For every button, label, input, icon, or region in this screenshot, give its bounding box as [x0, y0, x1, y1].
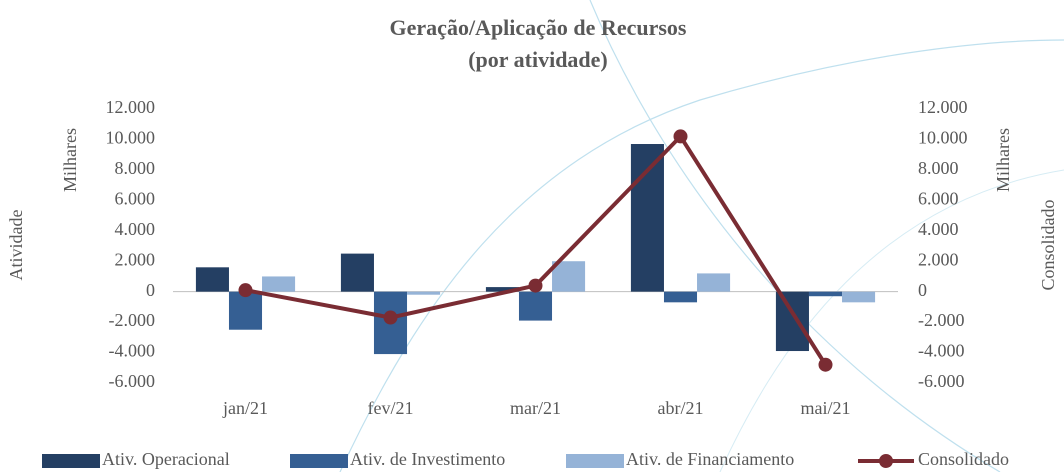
- bar: [485, 287, 519, 292]
- y2-axis-outer-title: Consolidado: [1038, 199, 1058, 290]
- bar: [808, 291, 843, 297]
- y-tick-label: -4.000: [109, 341, 156, 361]
- bar: [262, 276, 296, 292]
- y-axis-title: Milhares: [60, 128, 80, 192]
- bar: [663, 291, 698, 303]
- bar: [195, 267, 229, 292]
- x-tick-label: abr/21: [658, 398, 704, 418]
- legend-swatch: [879, 454, 893, 468]
- chart-title: Geração/Aplicação de Recursos: [390, 15, 687, 40]
- y-tick-label: 12.000: [106, 97, 156, 117]
- y2-tick-label: 4.000: [918, 219, 959, 239]
- legend-label: Ativ. de Investimento: [350, 449, 505, 469]
- bar: [697, 273, 731, 292]
- y-tick-label: 4.000: [115, 219, 156, 239]
- y2-tick-label: 2.000: [918, 249, 959, 269]
- line-marker: [383, 310, 398, 325]
- legend-swatch: [566, 454, 624, 468]
- decor-arc: [589, 0, 1001, 472]
- y-tick-label: 10.000: [106, 128, 156, 148]
- x-tick-label: fev/21: [368, 398, 414, 418]
- y2-tick-label: -2.000: [918, 310, 965, 330]
- y-tick-label: -6.000: [109, 371, 156, 391]
- line-marker: [818, 357, 833, 372]
- y-tick-label: 8.000: [115, 158, 156, 178]
- bar: [518, 291, 553, 321]
- line-marker: [673, 129, 688, 144]
- bar: [842, 291, 876, 303]
- y-tick-label: 6.000: [115, 188, 156, 208]
- y2-tick-label: 10.000: [918, 128, 968, 148]
- legend-label: Ativ. de Financiamento: [626, 449, 794, 469]
- legend-label: Consolidado: [918, 449, 1009, 469]
- y-tick-label: 0: [146, 280, 155, 300]
- x-tick-label: mai/21: [801, 398, 851, 418]
- y2-tick-label: 0: [918, 280, 927, 300]
- y2-axis-title: Milhares: [993, 128, 1013, 192]
- y-tick-label: -2.000: [109, 310, 156, 330]
- x-tick-label: mar/21: [510, 398, 561, 418]
- line-marker: [238, 283, 253, 298]
- chart-subtitle: (por atividade): [468, 47, 608, 72]
- y2-tick-label: 12.000: [918, 97, 968, 117]
- y-tick-label: 2.000: [115, 249, 156, 269]
- legend-label: Ativ. Operacional: [102, 449, 230, 469]
- bar: [340, 253, 374, 292]
- line: [245, 133, 828, 366]
- bar: [775, 291, 809, 352]
- legend-swatch: [290, 454, 348, 468]
- y2-tick-label: 6.000: [918, 188, 959, 208]
- legend-swatch: [42, 454, 100, 468]
- y2-tick-label: 8.000: [918, 158, 959, 178]
- decor-arc: [339, 39, 1064, 472]
- y-axis-outer-title: Atividade: [6, 210, 26, 281]
- bar: [552, 261, 586, 292]
- line-marker: [528, 278, 543, 293]
- y2-tick-label: -6.000: [918, 371, 965, 391]
- bar: [228, 291, 263, 330]
- bar: [630, 144, 664, 292]
- x-tick-label: jan/21: [222, 398, 268, 418]
- y2-tick-label: -4.000: [918, 341, 965, 361]
- decor-arc: [719, 169, 1064, 472]
- bar: [407, 291, 441, 295]
